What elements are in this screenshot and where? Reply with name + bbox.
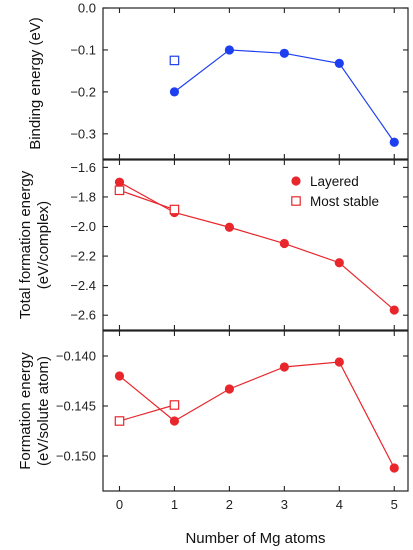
total-formation-point [334,258,344,268]
formation-panel-frame [102,330,409,492]
binding-point [279,48,289,58]
binding-point [389,137,399,147]
total-formation-point [224,222,234,232]
total-formation-ytick-label: −2.2 [70,249,96,264]
xtick-label: 2 [226,497,233,512]
formation-point [114,371,125,381]
binding-panel-frame [102,7,409,160]
binding-series-line [174,49,395,143]
binding-ylabel: Binding energy (eV) [27,17,44,150]
formation-point [279,362,289,372]
total-formation-ytick-label: −2.6 [70,308,96,323]
total-formation-ytick-label: −2.4 [70,278,96,293]
total-formation-ylabel: Total formation energy [17,170,34,319]
legend-marker-layered [291,176,301,186]
total-formation-series-line [119,189,175,211]
binding-ytick-label: 0.0 [78,1,96,16]
formation-ylabel: Formation energy [17,352,34,470]
formation-series-line [119,404,175,422]
total-formation-panel-frame [102,159,409,331]
xtick-label: 5 [391,497,398,512]
binding-ytick-label: −0.2 [70,84,96,99]
formation-series-line [119,361,395,469]
formation-ytick-label: −0.140 [56,349,96,364]
formation-point [389,463,399,473]
total-formation-ytick-label: −1.6 [70,160,96,175]
total-formation-series-line [119,181,395,311]
total-formation-point [114,177,125,187]
formation-point-open [169,400,180,410]
binding-point [224,45,234,55]
total-formation-ylabel: (eV/complex) [35,201,52,289]
xtick-label: 0 [116,497,123,512]
formation-point [334,357,344,367]
binding-point-open [169,55,180,66]
binding-point [334,58,344,68]
formation-point [224,384,234,394]
binding-ytick-label: −0.3 [70,126,96,141]
xtick-label: 3 [281,497,288,512]
binding-ytick-label: −0.1 [70,42,96,57]
xtick-label: 4 [336,497,343,512]
total-formation-point [279,238,289,249]
xtick-label: 1 [171,497,178,512]
formation-ytick-label: −0.150 [56,449,96,464]
total-formation-point-open [169,204,180,215]
legend-marker-most-stable [291,196,301,206]
formation-ytick-label: −0.145 [56,399,96,414]
formation-point [169,416,180,426]
formation-point-open [114,416,125,426]
formation-ylabel: (eV/solute atom) [35,356,52,466]
binding-point [169,87,180,97]
x-axis-label: Number of Mg atoms [185,530,325,547]
legend-label-layered: Layered [310,174,359,189]
legend-label-most-stable: Most stable [310,194,379,209]
total-formation-point [389,305,399,315]
total-formation-ytick-label: −2.0 [70,219,96,234]
total-formation-ytick-label: −1.8 [70,189,96,204]
total-formation-point-open [114,185,125,196]
